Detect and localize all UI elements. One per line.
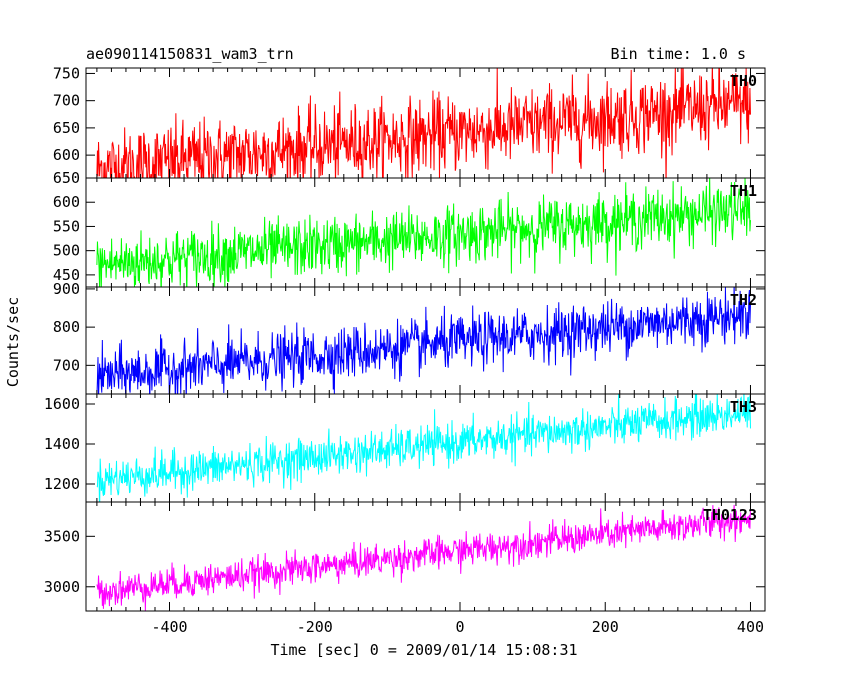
x-axis-label: Time [sec] 0 = 2009/01/14 15:08:31 bbox=[270, 641, 577, 659]
y-tick-label: 650 bbox=[53, 119, 80, 137]
panel-label: TH3 bbox=[730, 398, 757, 416]
y-tick-label: 450 bbox=[53, 266, 80, 284]
series-line-th0 bbox=[96, 68, 751, 178]
panel-th3: 1200 1400 1600 TH3 bbox=[44, 393, 766, 503]
panel-label: TH1 bbox=[730, 182, 757, 200]
panel-th2: 700 800 900 TH2 bbox=[53, 280, 766, 395]
x-tick-label: 0 bbox=[455, 618, 464, 636]
series-line-th3 bbox=[96, 394, 751, 502]
y-tick-label: 650 bbox=[53, 169, 80, 187]
panel-label: TH2 bbox=[730, 291, 757, 309]
x-tick-labels: -400 -200 0 200 400 bbox=[151, 618, 764, 636]
y-tick-label: 550 bbox=[53, 217, 80, 235]
x-tick-label: -400 bbox=[151, 618, 187, 636]
y-tick-label: 500 bbox=[53, 242, 80, 260]
bin-time-label: Bin time: 1.0 s bbox=[611, 45, 746, 63]
series-line-th1 bbox=[96, 178, 751, 287]
y-tick-label: 800 bbox=[53, 318, 80, 336]
panel-th1: 450 500 550 600 650 TH1 bbox=[53, 169, 766, 288]
y-tick-label: 3000 bbox=[44, 578, 80, 596]
y-tick-label: 700 bbox=[53, 356, 80, 374]
chart-title: ae090114150831_wam3_trn bbox=[86, 45, 294, 63]
y-tick-label: 3500 bbox=[44, 527, 80, 545]
panel-label: TH0 bbox=[730, 72, 757, 90]
y-axis-label: Counts/sec bbox=[4, 297, 22, 387]
y-tick-label: 700 bbox=[53, 92, 80, 110]
panel-frame bbox=[85, 501, 766, 612]
y-tick-label: 600 bbox=[53, 146, 80, 164]
y-tick-label: 1600 bbox=[44, 395, 80, 413]
y-tick-label: 750 bbox=[53, 64, 80, 82]
panels-group: 600 650 700 750 TH0 450 500 550 600 650 TH1 700 800 9… bbox=[44, 64, 766, 636]
series-line-th0123 bbox=[96, 504, 751, 611]
y-tick-label: 900 bbox=[53, 280, 80, 298]
x-tick-label: 200 bbox=[592, 618, 619, 636]
panel-th0123: 3000 3500 TH0123 bbox=[44, 501, 766, 612]
series-line-th2 bbox=[96, 287, 751, 394]
panel-label: TH0123 bbox=[703, 506, 757, 524]
x-tick-label: -200 bbox=[297, 618, 333, 636]
y-tick-label: 1400 bbox=[44, 435, 80, 453]
y-tick-label: 600 bbox=[53, 193, 80, 211]
y-tick-label: 1200 bbox=[44, 475, 80, 493]
x-tick-label: 400 bbox=[737, 618, 764, 636]
